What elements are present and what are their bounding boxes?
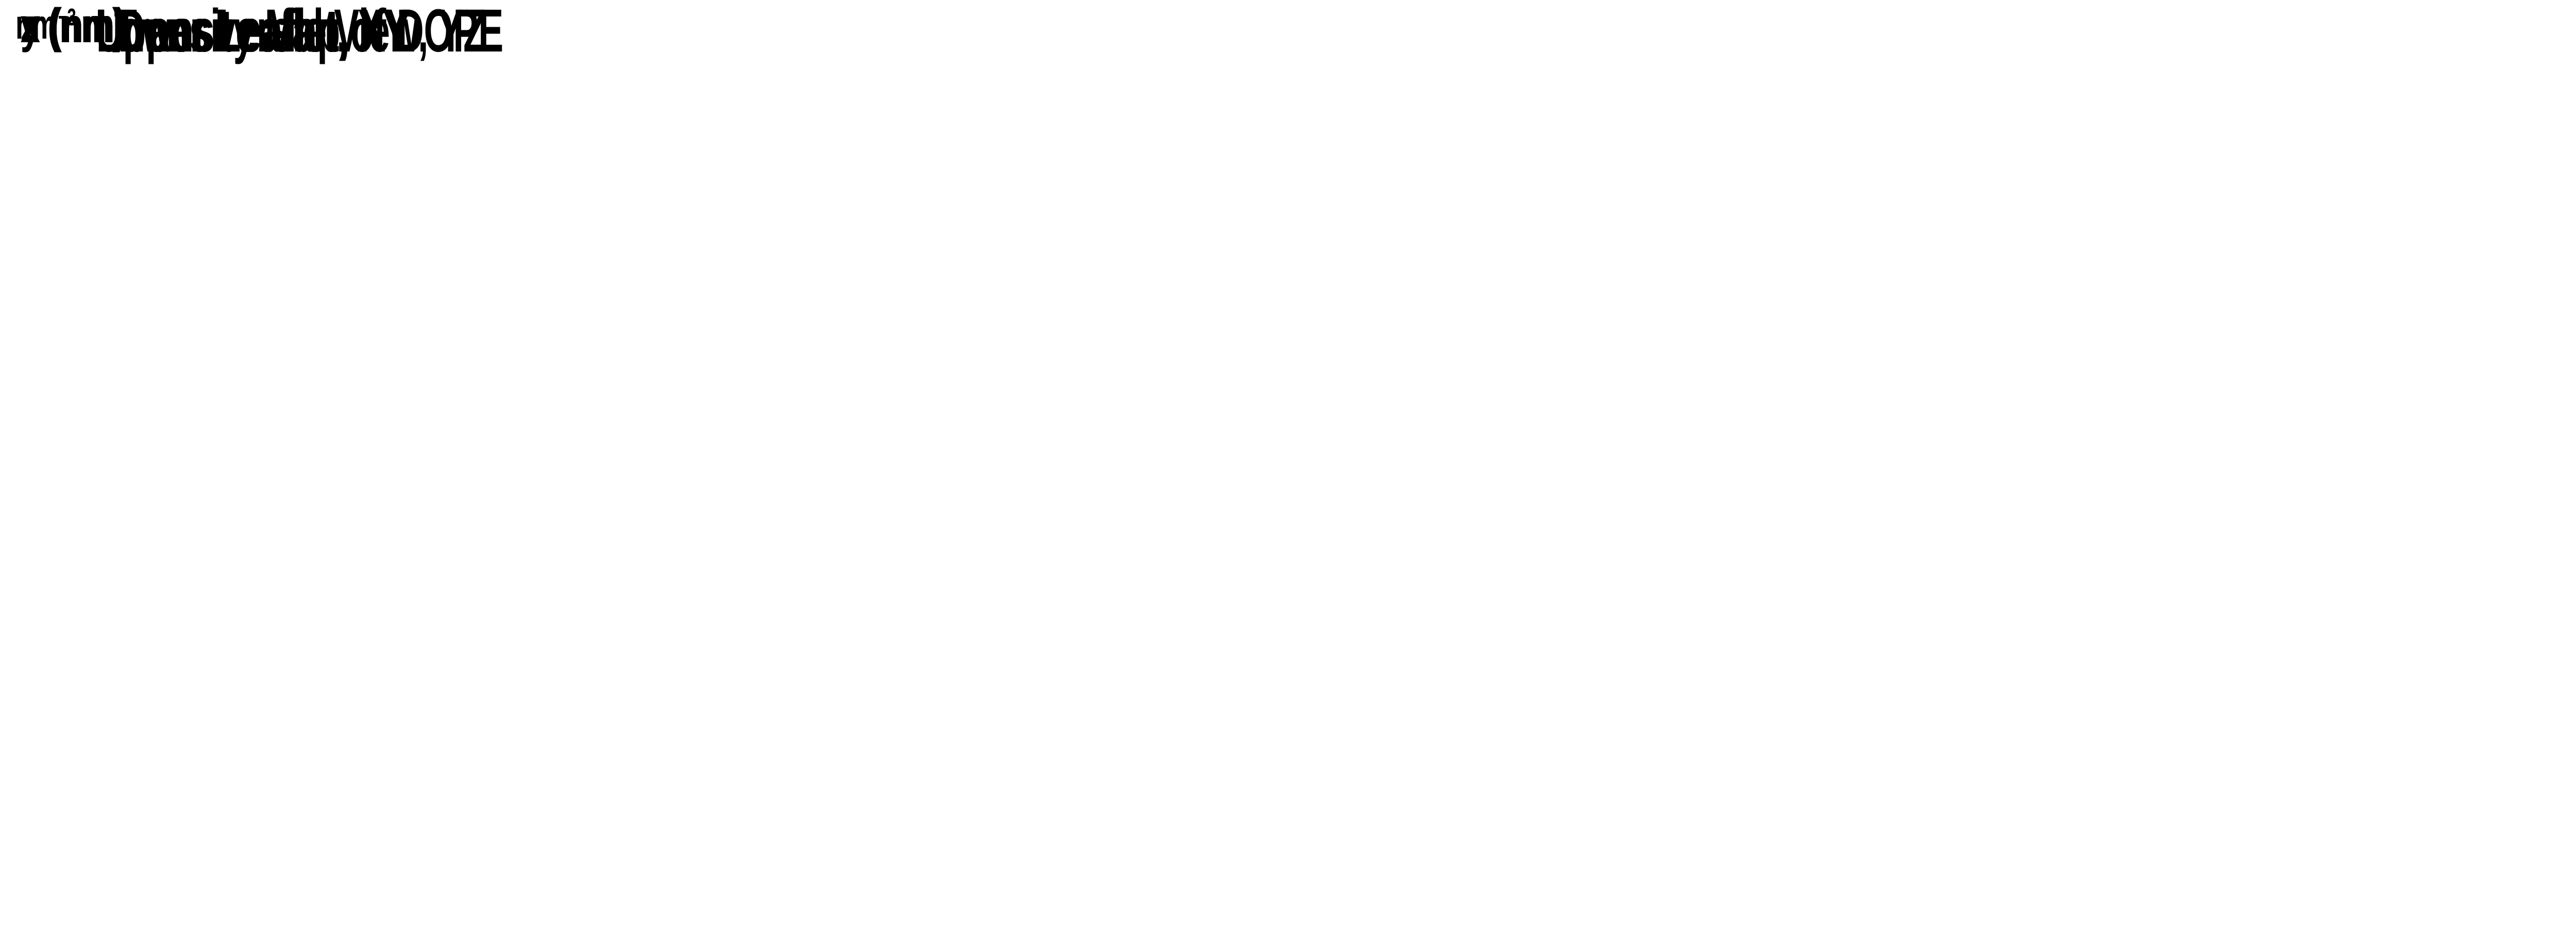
- colorbar-unit-label: nm−3: [0, 0, 92, 55]
- colorbar-gradient: [0, 0, 155, 77]
- figure-suptitle-text: Density Map of DOPE: [118, 0, 504, 65]
- panel-title: Transversal View, YZ: [0, 0, 600, 62]
- colorbar-unit-text: nm−3: [15, 2, 76, 47]
- panel-title-text: Transversal View, YZ: [114, 0, 487, 65]
- figure-suptitle: Density Map of DOPE: [0, 0, 621, 62]
